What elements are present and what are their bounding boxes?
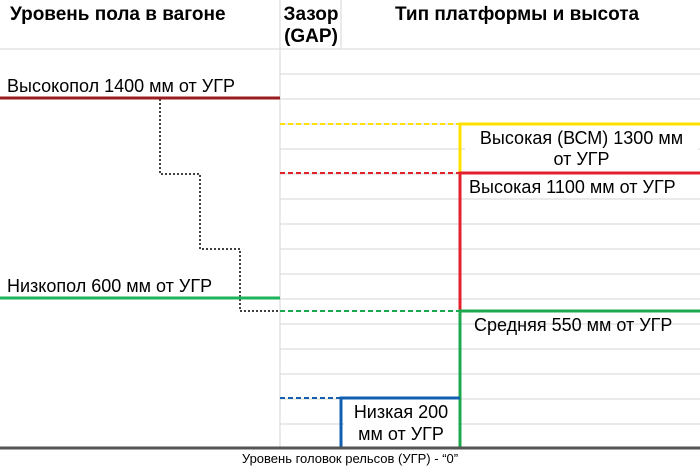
- rail-head-caption: Уровень головок рельсов (УГР) - “0”: [241, 451, 459, 466]
- low-platform-label: Низкая 200 мм от УГР: [353, 402, 449, 444]
- platform-header: Тип платформы и высота: [395, 4, 640, 25]
- medium-platform-label: Средняя 550 мм от УГР: [474, 315, 673, 335]
- floor-step-dotted-line: [159, 99, 280, 312]
- high-platform-label: Высокая 1100 мм от УГР: [469, 177, 676, 197]
- medium-platform-outline: [458, 309, 700, 448]
- car-floor-header: Уровень пола в вагоне: [10, 4, 226, 25]
- gridlines: [0, 0, 700, 447]
- low-floor-label: Низкопол 600 мм от УГР: [7, 276, 213, 296]
- low-platform-outline: [339, 396, 460, 448]
- high-floor-label: Высокопол 1400 мм от УГР: [7, 76, 235, 96]
- gap-header: Зазор (GAP): [283, 4, 339, 47]
- high-vsm-platform-label: Высокая (ВСМ) 1300 мм от УГР: [479, 128, 684, 169]
- high-vsm-platform-outline: [458, 122, 700, 174]
- high-platform-outline: [458, 171, 700, 311]
